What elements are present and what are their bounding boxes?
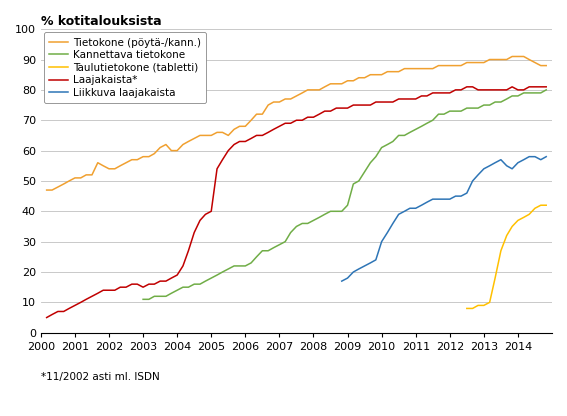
Tietokone (pöytä-/kann.) xyxy=(146,154,153,159)
Taulutietokone (tabletti) xyxy=(475,303,481,308)
Liikkuva laajakaista xyxy=(492,160,498,165)
Kannettava tietokone xyxy=(276,242,283,247)
Liikkuva laajakaista xyxy=(378,239,385,244)
Liikkuva laajakaista xyxy=(480,166,487,171)
Tietokone (pöytä-/kann.) xyxy=(236,124,243,129)
Taulutietokone (tabletti) xyxy=(463,306,470,311)
Laajakaista* xyxy=(492,87,498,92)
Line: Taulutietokone (tabletti): Taulutietokone (tabletti) xyxy=(467,205,546,308)
Kannettava tietokone xyxy=(412,127,419,132)
Liikkuva laajakaista xyxy=(395,212,402,217)
Liikkuva laajakaista xyxy=(446,197,453,202)
Laajakaista* xyxy=(463,84,470,89)
Taulutietokone (tabletti) xyxy=(486,300,493,305)
Tietokone (pöytä-/kann.) xyxy=(43,188,50,193)
Liikkuva laajakaista xyxy=(538,157,544,162)
Kannettava tietokone xyxy=(197,282,204,287)
Liikkuva laajakaista xyxy=(429,197,436,202)
Laajakaista* xyxy=(94,291,101,296)
Taulutietokone (tabletti) xyxy=(543,203,549,208)
Liikkuva laajakaista xyxy=(424,200,430,205)
Liikkuva laajakaista xyxy=(514,160,521,165)
Kannettava tietokone xyxy=(139,297,146,302)
Liikkuva laajakaista xyxy=(469,178,476,183)
Liikkuva laajakaista xyxy=(350,270,357,275)
Liikkuva laajakaista xyxy=(407,206,413,211)
Taulutietokone (tabletti) xyxy=(526,212,532,217)
Liikkuva laajakaista xyxy=(435,197,442,202)
Liikkuva laajakaista xyxy=(344,275,351,280)
Taulutietokone (tabletti) xyxy=(538,203,544,208)
Kannettava tietokone xyxy=(395,133,402,138)
Taulutietokone (tabletti) xyxy=(497,248,504,253)
Taulutietokone (tabletti) xyxy=(492,275,498,280)
Line: Tietokone (pöytä-/kann.): Tietokone (pöytä-/kann.) xyxy=(46,57,546,190)
Liikkuva laajakaista xyxy=(401,209,408,214)
Taulutietokone (tabletti) xyxy=(531,206,538,211)
Tietokone (pöytä-/kann.) xyxy=(509,54,515,59)
Kannettava tietokone xyxy=(367,160,374,165)
Laajakaista* xyxy=(236,139,243,144)
Tietokone (pöytä-/kann.) xyxy=(486,57,493,62)
Tietokone (pöytä-/kann.) xyxy=(94,160,101,165)
Liikkuva laajakaista xyxy=(384,230,391,235)
Taulutietokone (tabletti) xyxy=(503,233,510,238)
Laajakaista* xyxy=(43,315,50,320)
Legend: Tietokone (pöytä-/kann.), Kannettava tietokone, Taulutietokone (tabletti), Laaja: Tietokone (pöytä-/kann.), Kannettava tie… xyxy=(44,32,206,103)
Liikkuva laajakaista xyxy=(361,263,368,268)
Liikkuva laajakaista xyxy=(531,154,538,159)
Kannettava tietokone xyxy=(236,263,243,268)
Taulutietokone (tabletti) xyxy=(509,224,515,229)
Liikkuva laajakaista xyxy=(509,166,515,171)
Taulutietokone (tabletti) xyxy=(469,306,476,311)
Liikkuva laajakaista xyxy=(486,163,493,168)
Taulutietokone (tabletti) xyxy=(514,218,521,223)
Liikkuva laajakaista xyxy=(526,154,532,159)
Line: Laajakaista*: Laajakaista* xyxy=(46,87,546,317)
Laajakaista* xyxy=(543,84,549,89)
Laajakaista* xyxy=(299,118,306,123)
Kannettava tietokone xyxy=(543,87,549,92)
Line: Kannettava tietokone: Kannettava tietokone xyxy=(143,90,546,300)
Liikkuva laajakaista xyxy=(441,197,447,202)
Laajakaista* xyxy=(105,288,112,293)
Tietokone (pöytä-/kann.) xyxy=(105,166,112,171)
Liikkuva laajakaista xyxy=(338,279,345,284)
Taulutietokone (tabletti) xyxy=(480,303,487,308)
Liikkuva laajakaista xyxy=(521,157,527,162)
Text: % kotitalouksista: % kotitalouksista xyxy=(41,15,162,28)
Laajakaista* xyxy=(146,282,153,287)
Text: *11/2002 asti ml. ISDN: *11/2002 asti ml. ISDN xyxy=(41,372,160,382)
Tietokone (pöytä-/kann.) xyxy=(299,90,306,95)
Taulutietokone (tabletti) xyxy=(521,215,527,220)
Liikkuva laajakaista xyxy=(373,258,379,262)
Line: Liikkuva laajakaista: Liikkuva laajakaista xyxy=(342,157,546,281)
Liikkuva laajakaista xyxy=(412,206,419,211)
Liikkuva laajakaista xyxy=(367,260,374,265)
Liikkuva laajakaista xyxy=(390,221,396,226)
Liikkuva laajakaista xyxy=(356,267,362,272)
Liikkuva laajakaista xyxy=(458,193,464,198)
Liikkuva laajakaista xyxy=(418,203,425,208)
Liikkuva laajakaista xyxy=(463,191,470,196)
Liikkuva laajakaista xyxy=(497,157,504,162)
Liikkuva laajakaista xyxy=(543,154,549,159)
Liikkuva laajakaista xyxy=(503,163,510,168)
Liikkuva laajakaista xyxy=(475,172,481,177)
Tietokone (pöytä-/kann.) xyxy=(543,63,549,68)
Liikkuva laajakaista xyxy=(452,193,459,198)
